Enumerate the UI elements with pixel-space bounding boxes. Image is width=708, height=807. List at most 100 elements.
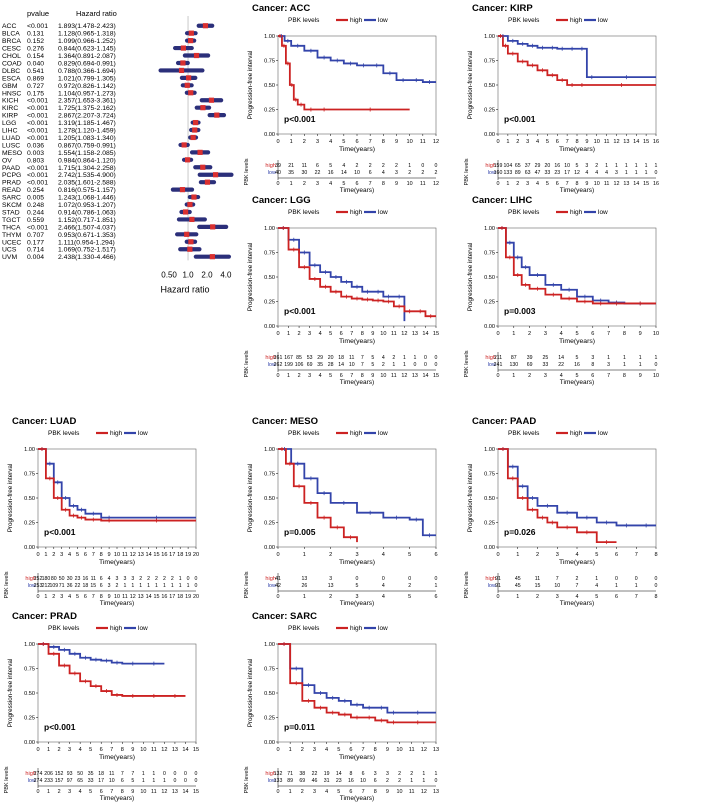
km-risk-high-count: 11 — [302, 163, 307, 169]
km-xtick-label: 9 — [131, 747, 134, 753]
forest-row-hr: 0.972(0.826-1.142) — [58, 83, 116, 90]
forest-row-hr: 1.111(0.954-1.294) — [58, 239, 115, 246]
km-risk-high-count: 22 — [312, 771, 318, 777]
km-risk-xtick-label: 1 — [516, 594, 519, 600]
forest-point — [182, 209, 189, 215]
km-risk-xtick-label: 2 — [301, 789, 304, 795]
km-xtick-label: 6 — [349, 747, 352, 753]
forest-point — [191, 194, 197, 200]
km-risk-low-count: 4 — [585, 170, 588, 176]
km-risk-low-count: 10 — [360, 778, 366, 784]
km-risk-xtick-label: 1 — [290, 181, 293, 187]
forest-row-hr: 1.072(0.953-1.207) — [58, 202, 116, 209]
km-risk-low-count: 12 — [574, 170, 580, 176]
km-risk-xtick-label: 8 — [121, 789, 124, 795]
forest-row-hr: 1.021(0.799-1.305) — [58, 75, 116, 82]
km-xtick-label: 3 — [68, 747, 71, 753]
km-risk-low-count: 1 — [645, 170, 648, 176]
forest-point — [188, 30, 194, 36]
forest-row-cancer: MESO — [2, 150, 22, 157]
forest-point — [184, 157, 191, 163]
km-risk-xtick-label: 3 — [544, 373, 547, 379]
km-risk-high-count: 91 — [495, 576, 501, 582]
forest-row-pvalue: 0.004 — [27, 254, 44, 261]
km-xtick-label: 12 — [613, 139, 619, 145]
km-ytick-label: 0.50 — [484, 496, 495, 502]
km-risk-high-count: 1 — [403, 355, 406, 361]
forest-row-pvalue: 0.154 — [27, 53, 44, 60]
forest-point — [187, 246, 193, 252]
km-ytick-label: 0.00 — [264, 132, 275, 138]
km-risk-high-count: 206 — [44, 771, 53, 777]
km-risk-low-count: 1 — [171, 583, 174, 589]
km-risk-xtick-label: 5 — [546, 181, 549, 187]
km-risk-high-count: 13 — [301, 576, 307, 582]
km-risk-xtick-label: 11 — [122, 594, 128, 600]
km-legend-high: high — [570, 209, 583, 216]
forest-point — [212, 172, 219, 178]
forest-row-hr: 1.893(1.478-2.423) — [58, 23, 116, 30]
km-risk-high-count: 132 — [274, 771, 283, 777]
km-risk-xtick-label: 12 — [433, 181, 439, 187]
km-risk-xtick-label: 5 — [408, 594, 411, 600]
km-xlabel: Time(years) — [339, 559, 375, 566]
km-xtick-label: 11 — [409, 747, 415, 753]
forest-header-pvalue: pvalue — [27, 9, 49, 18]
forest-row-cancer: GBM — [2, 83, 18, 90]
km-risk-high-count: 2 — [382, 163, 385, 169]
km-risk-high-count: 1 — [625, 163, 628, 169]
forest-row-hr: 1.243(1.068-1.446) — [58, 195, 116, 202]
forest-row-cancer: COAD — [2, 60, 22, 67]
km-risk-low-count: 5 — [356, 583, 359, 589]
km-risk-xlabel: Time(years) — [100, 795, 134, 802]
km-risk-xtick-label: 4 — [329, 181, 332, 187]
km-risk-xtick-label: 5 — [329, 373, 332, 379]
km-risk-low-count: 0 — [655, 583, 658, 589]
km-risk-low-count: 14 — [338, 362, 344, 368]
km-xtick-label: 1 — [47, 747, 50, 753]
forest-row-cancer: KIRP — [2, 113, 18, 120]
km-risk-low-count: 0 — [655, 170, 658, 176]
km-risk-low-count: 0 — [424, 362, 427, 368]
km-xtick-label: 5 — [408, 552, 411, 558]
km-risk-xtick-label: 18 — [177, 594, 183, 600]
km-risk-high-count: 0 — [408, 576, 411, 582]
km-xtick-label: 0 — [496, 552, 499, 558]
km-legend-title: PBK levels — [508, 209, 540, 216]
km-risk-low-count: 0 — [184, 778, 187, 784]
km-risk-xtick-label: 8 — [655, 594, 658, 600]
km-risk-low-count: 97 — [67, 778, 73, 784]
km-risk-low-count: 1 — [155, 583, 158, 589]
forest-row-cancer: ESCA — [2, 75, 21, 82]
km-risk-low-count: 106 — [295, 362, 304, 368]
km-risk-high-count: 2 — [576, 576, 579, 582]
km-title: Cancer: LUAD — [12, 416, 77, 427]
km-xtick-label: 0 — [276, 747, 279, 753]
forest-row-pvalue: <0.001 — [27, 165, 48, 172]
km-risk-low-label: low — [268, 170, 277, 176]
km-risk-high-count: 2 — [398, 771, 401, 777]
forest-row-hr: 1.319(1.185-1.467) — [58, 120, 116, 127]
km-legend-high: high — [570, 17, 583, 24]
forest-row-hr: 1.128(0.965-1.318) — [58, 31, 116, 38]
forest-row-hr: 1.715(1.304-2.258) — [58, 165, 116, 172]
forest-row-hr: 0.953(0.671-1.353) — [58, 232, 116, 239]
km-risk-xtick-label: 7 — [110, 789, 113, 795]
km-risk-low-count: 35 — [288, 170, 294, 176]
km-curve-high — [278, 643, 436, 724]
km-risk-low-count: 2 — [435, 170, 438, 176]
km-risk-high-label: high — [265, 576, 276, 582]
forest-point — [184, 82, 190, 88]
km-risk-low-count: 3 — [615, 170, 618, 176]
km-xtick-label: 9 — [371, 331, 374, 337]
km-risk-low-count: 1 — [139, 583, 142, 589]
km-ytick-label: 1.00 — [484, 447, 495, 453]
forest-row-hr: 2.867(2.207-3.724) — [58, 113, 116, 120]
km-risk-low-count: 1 — [179, 583, 182, 589]
km-risk-high-count: 0 — [635, 576, 638, 582]
km-xlabel: Time(years) — [559, 338, 595, 345]
km-xtick-label: 5 — [575, 331, 578, 337]
km-xtick-label: 7 — [92, 552, 95, 558]
